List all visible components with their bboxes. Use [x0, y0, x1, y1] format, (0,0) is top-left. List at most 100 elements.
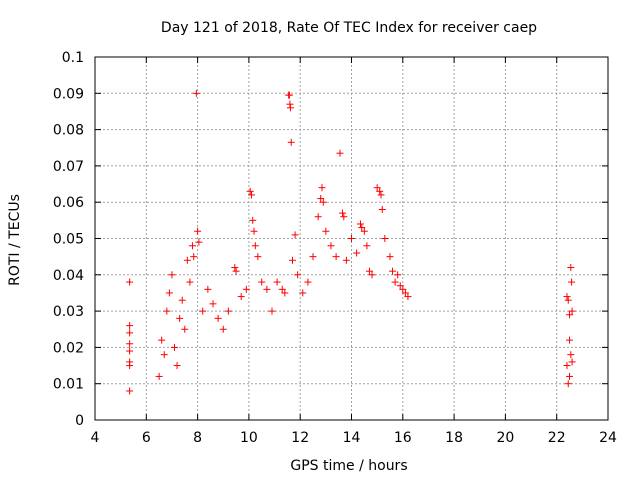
data-point [568, 358, 576, 366]
data-point [389, 267, 397, 275]
x-tick-label: 18 [445, 430, 463, 446]
data-point [381, 235, 389, 242]
data-point [289, 256, 297, 264]
data-point [391, 278, 399, 286]
data-point [126, 322, 134, 330]
data-point [273, 278, 281, 286]
chart-title: Day 121 of 2018, Rate Of TEC Index for r… [161, 20, 537, 36]
data-point [304, 278, 312, 286]
data-point [171, 343, 179, 351]
x-tick-label: 12 [291, 430, 309, 446]
x-axis-label: GPS time / hours [290, 458, 407, 474]
data-point [353, 249, 361, 257]
data-point [173, 362, 181, 370]
data-point [250, 227, 258, 235]
data-point [363, 242, 371, 250]
data-point [318, 184, 326, 192]
y-tick-label: 0.05 [53, 232, 84, 248]
data-point [563, 362, 571, 370]
x-tick-label: 22 [548, 430, 566, 446]
data-point [377, 191, 385, 199]
data-point [176, 314, 184, 322]
data-point [188, 242, 196, 250]
data-point [194, 227, 202, 235]
data-point [214, 314, 222, 322]
data-point [126, 278, 134, 286]
data-point [360, 227, 368, 235]
data-point [568, 307, 576, 315]
data-point [126, 329, 134, 337]
data-point [249, 216, 257, 224]
y-tick-label: 0.01 [53, 377, 84, 393]
data-point [165, 289, 173, 297]
x-tick-label: 20 [496, 430, 514, 446]
data-point [126, 387, 134, 395]
data-point [566, 372, 574, 380]
y-tick-label: 0 [75, 413, 84, 429]
data-point [386, 253, 394, 261]
data-point [336, 149, 344, 157]
data-point [268, 307, 276, 315]
data-point [181, 325, 189, 333]
data-point [263, 285, 271, 293]
axes: 4 6 8 10 12 14 16 18 20 22 24 0 0.01 0.02 0.03 0.04 0.05… [53, 50, 617, 446]
data-points [126, 89, 576, 395]
data-point [286, 104, 294, 112]
y-tick-label: 0.06 [53, 195, 84, 211]
data-point [126, 340, 134, 348]
data-point [404, 293, 412, 301]
data-point [396, 282, 404, 290]
data-point [378, 205, 386, 213]
data-point [183, 256, 191, 264]
data-point [563, 293, 571, 301]
data-point [365, 267, 373, 275]
grid-lines [95, 57, 608, 420]
data-point [348, 235, 355, 242]
data-point [314, 213, 322, 221]
data-point [186, 278, 194, 286]
x-tick-label: 8 [193, 430, 202, 446]
data-point [327, 242, 335, 250]
data-point [163, 307, 171, 315]
data-point [319, 198, 327, 206]
data-point [158, 336, 166, 344]
data-point [566, 311, 574, 319]
data-point [258, 278, 266, 286]
data-point [299, 289, 307, 297]
data-point [291, 231, 299, 239]
data-point [204, 285, 212, 293]
y-tick-label: 0.09 [53, 86, 84, 102]
data-point [287, 138, 295, 146]
y-tick-label: 0.04 [53, 268, 84, 284]
y-tick-label: 0.07 [53, 159, 84, 175]
data-point [339, 209, 347, 217]
data-point [568, 278, 576, 286]
data-point [401, 289, 409, 297]
data-point [309, 253, 317, 261]
data-point [566, 336, 574, 344]
data-point [564, 296, 572, 304]
data-point [358, 224, 366, 232]
x-tick-label: 4 [91, 430, 100, 446]
data-point [322, 227, 330, 235]
data-point [247, 191, 255, 199]
data-point [126, 347, 134, 355]
data-point [278, 285, 286, 293]
data-point [192, 89, 200, 97]
data-point [356, 220, 364, 228]
data-point [190, 253, 198, 261]
data-point [254, 253, 262, 261]
data-point [342, 256, 350, 264]
x-tick-label: 6 [142, 430, 151, 446]
data-point [199, 307, 207, 315]
y-axis-label: ROTI / TECUs [7, 194, 23, 286]
data-point [294, 271, 302, 279]
data-point [209, 300, 217, 308]
data-point [373, 184, 381, 192]
data-point [242, 285, 250, 293]
data-point [155, 372, 163, 380]
data-point [237, 293, 245, 301]
data-point [160, 351, 168, 359]
data-point [567, 264, 575, 272]
